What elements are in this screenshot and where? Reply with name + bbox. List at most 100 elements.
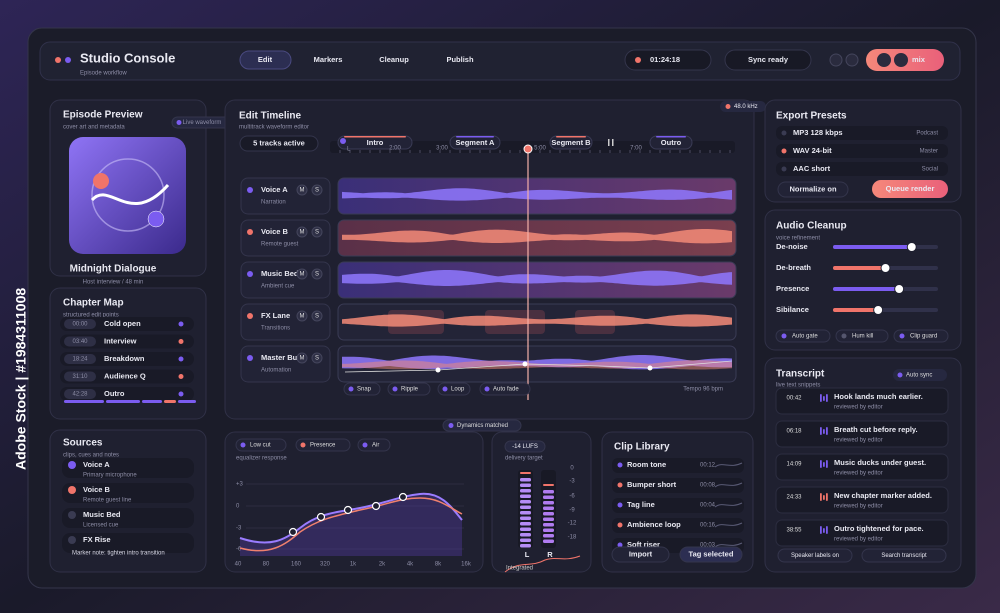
slider-knob[interactable] bbox=[873, 305, 884, 315]
label: voice refinement bbox=[776, 236, 820, 242]
dot bbox=[247, 355, 253, 361]
dot bbox=[247, 271, 253, 277]
chapter-time: 31:10 bbox=[72, 374, 88, 380]
source-name: FX Rise bbox=[83, 535, 111, 544]
tab: Cleanup bbox=[379, 55, 409, 64]
transcript-text: Hook lands much earlier. bbox=[834, 392, 923, 401]
track-header[interactable] bbox=[240, 345, 331, 383]
clip-row[interactable] bbox=[612, 518, 744, 533]
preset-row[interactable] bbox=[776, 144, 948, 158]
preset-row[interactable] bbox=[776, 162, 948, 176]
chapter-label: Cold open bbox=[104, 319, 141, 328]
meter-segment bbox=[520, 489, 531, 493]
pill[interactable] bbox=[777, 181, 849, 198]
source-name: Voice B bbox=[83, 485, 111, 494]
transcript-meta: reviewed by editor bbox=[834, 438, 883, 444]
ruler bbox=[330, 141, 735, 153]
cleanup-chip[interactable] bbox=[835, 329, 889, 343]
eq-chip[interactable] bbox=[295, 438, 351, 452]
clip-name: Soft riser bbox=[627, 540, 660, 549]
pause bbox=[612, 139, 614, 146]
slider-knob[interactable] bbox=[880, 263, 891, 273]
source-row[interactable] bbox=[62, 458, 194, 478]
eq-chip[interactable] bbox=[357, 438, 391, 452]
clip-row[interactable] bbox=[612, 458, 744, 473]
speech-bar bbox=[820, 460, 822, 468]
cleanup-chip[interactable] bbox=[893, 329, 949, 343]
eq-chip[interactable] bbox=[235, 438, 287, 452]
meter-scale: -18 bbox=[568, 535, 577, 541]
clip-wave bbox=[714, 482, 743, 488]
eq-y-label: -3 bbox=[236, 526, 242, 532]
transcript-row[interactable] bbox=[775, 387, 949, 415]
header bbox=[39, 41, 961, 81]
source-name: Music Bed bbox=[83, 510, 121, 519]
slider-label: De-breath bbox=[776, 263, 811, 272]
tool[interactable] bbox=[479, 382, 531, 396]
clip-wave bbox=[714, 522, 743, 528]
track-header[interactable] bbox=[240, 261, 331, 299]
clip-name: Tag line bbox=[627, 500, 655, 509]
cleanup-chip-label: Auto gate bbox=[792, 334, 818, 340]
slider-label: De-noise bbox=[776, 242, 808, 251]
pill[interactable] bbox=[724, 49, 812, 71]
speech-bar bbox=[823, 429, 825, 434]
panel-title: Sources bbox=[63, 438, 103, 449]
dot bbox=[484, 386, 490, 392]
track-header[interactable] bbox=[240, 219, 331, 257]
tool[interactable] bbox=[387, 382, 431, 396]
segment-accent bbox=[456, 136, 494, 138]
source-desc: Licensed cue bbox=[83, 523, 119, 529]
track-button bbox=[311, 268, 323, 280]
meter-segment bbox=[543, 539, 554, 543]
source-row[interactable] bbox=[62, 508, 194, 528]
pill[interactable] bbox=[777, 548, 853, 563]
transcript-row[interactable] bbox=[775, 519, 949, 547]
transcript-row[interactable] bbox=[775, 486, 949, 514]
tool[interactable] bbox=[437, 382, 471, 396]
track-header[interactable] bbox=[240, 177, 331, 215]
slider-knob[interactable] bbox=[894, 284, 905, 294]
meter-segment bbox=[520, 533, 531, 537]
time-pill bbox=[624, 49, 712, 71]
transcript-row[interactable] bbox=[775, 453, 949, 481]
eq-x-label: 160 bbox=[291, 562, 302, 568]
eq-node bbox=[343, 505, 353, 515]
panel-title: Audio Cleanup bbox=[776, 221, 847, 232]
track-button bbox=[296, 226, 308, 238]
time-chip bbox=[64, 371, 96, 382]
tab-active[interactable] bbox=[239, 50, 292, 70]
segment-accent bbox=[656, 136, 686, 138]
dot bbox=[442, 386, 448, 392]
chapter-label: Breakdown bbox=[104, 354, 145, 363]
clip-row[interactable] bbox=[612, 498, 744, 513]
pill[interactable] bbox=[679, 546, 743, 563]
source-row[interactable] bbox=[62, 483, 194, 503]
tempo: Tempo 96 bpm bbox=[683, 387, 723, 393]
dot bbox=[55, 57, 61, 63]
meter-trend bbox=[504, 555, 581, 573]
speech-bar bbox=[823, 495, 825, 500]
dot bbox=[897, 372, 903, 378]
cleanup-chip[interactable] bbox=[775, 329, 831, 343]
eq-node bbox=[398, 492, 408, 502]
transcript-row[interactable] bbox=[775, 420, 949, 448]
pill[interactable] bbox=[611, 546, 670, 563]
track-button-label: S bbox=[315, 188, 319, 194]
eq-area bbox=[240, 493, 462, 556]
meter-footer: Integrated bbox=[506, 566, 533, 572]
waveform bbox=[342, 270, 732, 286]
speech-bar bbox=[826, 394, 828, 402]
dot bbox=[781, 130, 787, 136]
time-chip bbox=[64, 319, 96, 329]
source-row[interactable] bbox=[62, 533, 194, 553]
eq-x-label: 1k bbox=[350, 562, 357, 568]
pill[interactable] bbox=[861, 548, 947, 563]
clip-row[interactable] bbox=[612, 478, 744, 493]
slider-knob[interactable] bbox=[906, 242, 917, 252]
track-header[interactable] bbox=[240, 303, 331, 341]
track-button-label: M bbox=[300, 314, 305, 320]
tool[interactable] bbox=[343, 382, 381, 396]
queue-button[interactable] bbox=[872, 180, 948, 198]
preset-row[interactable] bbox=[776, 126, 948, 140]
